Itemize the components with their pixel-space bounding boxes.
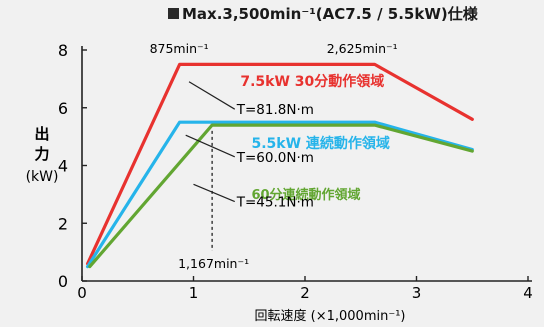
annotation-1167: 1,167min⁻¹ xyxy=(178,256,249,271)
x-tick-label: 0 xyxy=(77,284,87,302)
series-line-60min xyxy=(88,123,474,269)
series-label-7-5kw: 7.5kW 30分動作領域 xyxy=(240,73,384,90)
torque-label-7-5kw: T=81.8N·m xyxy=(236,102,314,118)
torque-leader-60min xyxy=(193,183,235,203)
y-axis-label-line-3: (kW) xyxy=(26,169,59,185)
y-tick-label: 4 xyxy=(58,157,68,176)
annotation-875: 875min⁻¹ xyxy=(150,41,209,56)
y-tick-label: 2 xyxy=(58,214,68,233)
chart-title: Max.3,500min⁻¹(AC7.5 / 5.5kW)仕様 xyxy=(168,3,478,24)
x-tick-label: 3 xyxy=(412,284,422,302)
x-tick-label: 1 xyxy=(189,284,199,302)
torque-leader-7-5kw xyxy=(188,81,236,110)
torque-label-60min: T=45.1N·m xyxy=(236,195,314,211)
title-square-icon xyxy=(168,8,179,19)
annotation-2625: 2,625min⁻¹ xyxy=(327,41,398,56)
y-axis-label-line-1: 出 xyxy=(34,125,49,143)
y-tick-label: 0 xyxy=(58,272,68,291)
x-axis-label: 回転速度 (×1,000min⁻¹) xyxy=(255,308,406,324)
plot-area: 0 1 2 3 4 0 2 4 6 8 875min⁻¹ 2,625min⁻¹ 1,167min⁻¹ 7.… xyxy=(58,41,533,302)
y-axis-label-line-2: 力 xyxy=(34,145,49,163)
x-tick-label: 4 xyxy=(523,284,533,302)
x-tick-label: 2 xyxy=(300,284,310,302)
series-label-5-5kw: 5.5kW 連続動作領域 xyxy=(251,135,389,152)
y-tick-label: 8 xyxy=(58,41,68,60)
y-tick-label: 6 xyxy=(58,99,68,118)
series-line-5-5kw xyxy=(85,120,474,269)
torque-label-5-5kw: T=60.0N·m xyxy=(236,150,314,166)
y-axis-label: 出 力 (kW) xyxy=(26,125,59,185)
series-label-60min: 60分連続動作領域 xyxy=(251,187,360,203)
chart-title-text: Max.3,500min⁻¹(AC7.5 / 5.5kW)仕様 xyxy=(182,5,478,23)
series-line-7-5kw xyxy=(85,62,474,266)
torque-leader-5-5kw xyxy=(185,134,235,158)
